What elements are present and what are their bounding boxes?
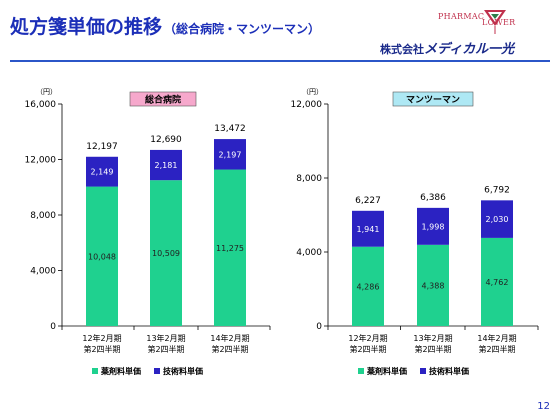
title-underline: [10, 60, 550, 62]
legend-label-drug-fee: 薬剤料単価: [366, 366, 407, 376]
y-unit-label: （円）: [302, 88, 323, 96]
x-tick-label: 第2四半期: [211, 344, 248, 354]
bar-drug-fee: [481, 237, 513, 326]
data-label-tech-fee: 2,149: [91, 168, 114, 177]
x-tick-label: 14年2月期: [210, 333, 249, 343]
x-tick-label: 13年2月期: [413, 333, 452, 343]
bar-drug-fee: [214, 169, 246, 326]
y-tick-label: 4,000: [296, 248, 322, 258]
x-tick-label: 第2四半期: [478, 344, 515, 354]
data-label-drug-fee: 10,509: [152, 249, 180, 258]
flower-logo-icon: [484, 10, 506, 34]
y-tick-label: 8,000: [296, 174, 322, 184]
data-label-total: 12,197: [86, 142, 118, 152]
chart-man-to-man: （円） マンツーマン 0 4,000 8,000 12,000 4,286 1,941 6,22…: [291, 88, 539, 376]
data-label-tech-fee: 2,030: [486, 215, 509, 224]
data-label-tech-fee: 1,941: [357, 225, 380, 234]
logo-company-name: 株式会社メディカル一光: [380, 38, 514, 57]
legend-label-drug-fee: 薬剤料単価: [100, 366, 141, 376]
x-tick-label: 第2四半期: [147, 344, 184, 354]
x-tick-label: 12年2月期: [348, 333, 387, 343]
page-title: 処方箋単価の推移 （総合病院・マンツーマン）: [10, 12, 320, 39]
data-label-drug-fee: 4,388: [422, 281, 445, 290]
y-tick-label: 12,000: [25, 156, 57, 166]
data-label-total: 13,472: [214, 124, 246, 134]
legend-swatch-drug-fee: [358, 368, 364, 374]
title-subtitle: （総合病院・マンツーマン）: [164, 22, 321, 36]
series-badge-label: マンツーマン: [406, 95, 460, 106]
bar-tech-fee: [417, 207, 449, 245]
bar-tech-fee: [86, 156, 118, 187]
data-label-drug-fee: 10,048: [88, 252, 116, 261]
logo-company-brand: メディカル一光: [424, 42, 515, 57]
bar-drug-fee: [352, 246, 384, 326]
y-tick-label: 12,000: [291, 100, 323, 110]
y-tick-label: 4,000: [30, 267, 56, 277]
chart-hospital: （円） 総合病院 0 4,000 8,000 12,000 16,000 10,048 2,14…: [25, 88, 271, 376]
data-label-total: 6,792: [484, 185, 510, 195]
x-tick-label: 第2四半期: [83, 344, 120, 354]
data-label-tech-fee: 1,998: [422, 222, 445, 231]
legend-swatch-drug-fee: [92, 368, 98, 374]
legend-swatch-tech-fee: [420, 368, 426, 374]
legend-label-tech-fee: 技術料単価: [429, 366, 469, 376]
company-logo: PHARMAC LOWER 株式会社メディカル一光: [380, 6, 550, 58]
bar-tech-fee: [352, 210, 384, 247]
legend-swatch-tech-fee: [154, 368, 160, 374]
page-number: 12: [537, 401, 550, 412]
bar-drug-fee: [86, 186, 118, 326]
bar-tech-fee: [150, 149, 182, 181]
logo-company-prefix: 株式会社: [380, 43, 424, 56]
data-label-total: 12,690: [150, 135, 182, 145]
data-label-total: 6,386: [420, 193, 446, 203]
series-badge: [129, 91, 197, 107]
legend-label-tech-fee: 技術料単価: [163, 366, 203, 376]
data-label-drug-fee: 4,286: [357, 282, 380, 291]
x-tick-label: 12年2月期: [82, 333, 121, 343]
x-tick-label: 13年2月期: [146, 333, 185, 343]
data-label-total: 6,227: [355, 196, 381, 206]
y-tick-label: 0: [316, 322, 322, 332]
data-label-drug-fee: 4,762: [486, 278, 509, 287]
x-tick-label: 14年2月期: [477, 333, 516, 343]
y-tick-label: 16,000: [25, 100, 57, 110]
data-label-tech-fee: 2,197: [219, 150, 242, 159]
data-label-drug-fee: 11,275: [216, 244, 244, 253]
data-label-tech-fee: 2,181: [155, 161, 178, 170]
x-tick-label: 第2四半期: [349, 344, 386, 354]
y-tick-label: 0: [50, 322, 56, 332]
bar-tech-fee: [481, 200, 513, 238]
logo-flower-text: LOWER: [482, 18, 516, 27]
series-badge: [392, 91, 474, 107]
x-tick-label: 第2四半期: [414, 344, 451, 354]
y-tick-label: 8,000: [30, 211, 56, 221]
title-main: 処方箋単価の推移: [10, 16, 163, 38]
bar-drug-fee: [417, 244, 449, 326]
bar-tech-fee: [214, 139, 246, 170]
series-badge-label: 総合病院: [145, 94, 181, 106]
logo-pharmac-text: PHARMAC: [438, 12, 485, 21]
y-unit-label: （円）: [36, 88, 57, 96]
bar-drug-fee: [150, 180, 182, 326]
